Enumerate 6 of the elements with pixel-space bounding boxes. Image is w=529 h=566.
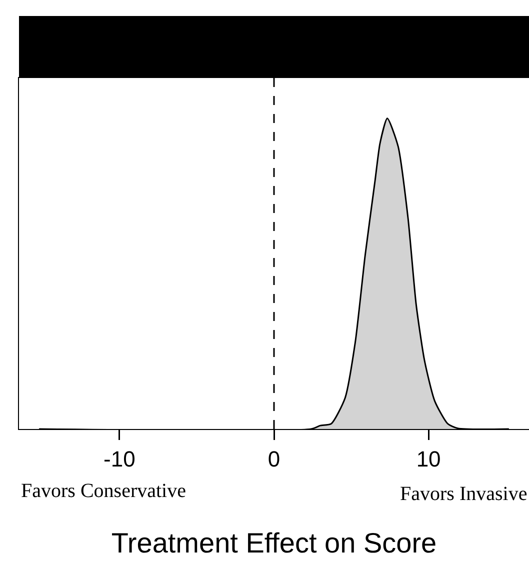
x-tick-label: 10 xyxy=(416,446,441,472)
x-tick-label: -10 xyxy=(104,446,136,472)
x-axis-title: Treatment Effect on Score xyxy=(111,528,437,559)
text: Favors Conservative xyxy=(21,480,186,502)
x-tick-label: 0 xyxy=(268,446,280,472)
text: Favors Invasive xyxy=(400,483,528,505)
